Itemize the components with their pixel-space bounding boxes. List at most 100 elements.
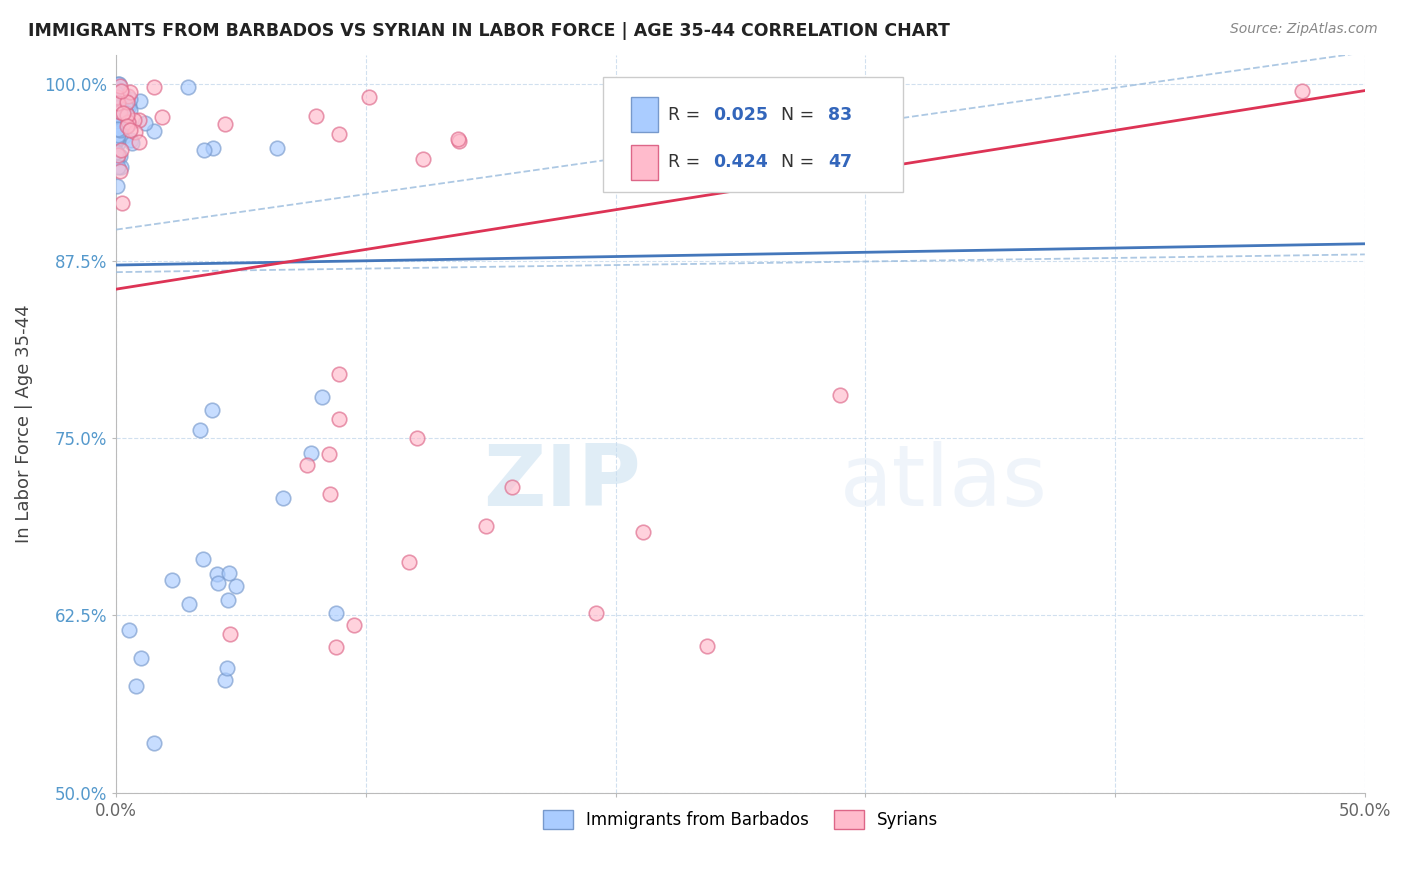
Point [134,116,156,130]
Point [108,123,131,137]
Point [105,179,128,194]
Point [115,95,138,109]
Point [631,524,654,539]
Point [412,152,434,166]
Point [107,107,129,121]
Point [107,122,129,136]
Point [105,90,128,104]
Point [177,80,200,95]
Point [447,132,470,146]
Point [108,77,131,91]
Point [105,87,128,101]
Point [193,551,215,566]
Point [343,617,366,632]
Point [107,148,129,162]
Point [447,134,470,148]
Point [110,93,132,107]
Point [105,89,128,103]
Point [1291,84,1313,98]
Point [105,145,128,159]
Point [105,81,128,95]
Point [328,412,350,426]
Point [219,627,242,641]
Point [105,87,128,101]
Text: 47: 47 [828,153,852,171]
Point [299,446,322,460]
Point [266,141,288,155]
Point [105,151,128,165]
Point [105,85,128,99]
Point [295,458,318,472]
Point [406,431,429,445]
Point [105,127,128,141]
Point [214,117,236,131]
Point [193,143,215,157]
Point [120,132,142,146]
Point [318,447,340,461]
Point [107,99,129,113]
Point [117,88,139,103]
Point [105,131,128,145]
Text: atlas: atlas [841,442,1049,524]
Point [111,87,134,101]
Point [110,160,132,174]
Point [105,95,128,110]
Point [110,128,132,143]
Point [117,96,139,111]
Text: 0.424: 0.424 [713,153,768,171]
Point [108,104,131,119]
Point [111,106,134,120]
Point [105,118,128,132]
Point [830,388,852,402]
Text: 0.025: 0.025 [713,105,768,123]
Point [124,125,146,139]
Point [107,136,129,150]
Point [112,129,135,144]
Point [105,133,128,147]
Text: ZIP: ZIP [482,442,641,524]
Point [359,90,381,104]
Text: IMMIGRANTS FROM BARBADOS VS SYRIAN IN LABOR FORCE | AGE 35-44 CORRELATION CHART: IMMIGRANTS FROM BARBADOS VS SYRIAN IN LA… [28,22,950,40]
Point [328,127,350,141]
Point [177,597,200,611]
Point [107,108,129,122]
Point [108,149,131,163]
Point [107,103,129,118]
Point [110,163,132,178]
Point [107,160,129,174]
Point [107,99,129,113]
FancyBboxPatch shape [603,78,903,192]
Text: 83: 83 [828,105,852,123]
Point [110,195,132,210]
Legend: Immigrants from Barbados, Syrians: Immigrants from Barbados, Syrians [536,804,945,836]
Point [218,566,240,581]
Text: N =: N = [770,153,820,171]
Point [117,117,139,131]
Point [108,95,131,109]
Point [110,84,132,98]
Point [105,134,128,148]
Point [143,123,166,137]
Point [125,679,148,693]
Point [108,103,131,118]
Point [105,81,128,95]
Point [150,110,173,124]
Point [128,112,150,127]
Point [107,78,129,92]
Point [121,136,143,150]
Point [108,96,131,111]
Bar [631,97,658,132]
Point [205,566,228,581]
Point [318,487,340,501]
Text: Source: ZipAtlas.com: Source: ZipAtlas.com [1230,22,1378,37]
Point [105,90,128,104]
Bar [631,145,658,180]
Point [105,103,128,117]
Point [108,78,131,93]
Point [110,111,132,125]
Point [105,134,128,148]
Point [311,390,333,404]
Point [188,424,211,438]
Point [398,555,420,569]
Point [117,115,139,129]
